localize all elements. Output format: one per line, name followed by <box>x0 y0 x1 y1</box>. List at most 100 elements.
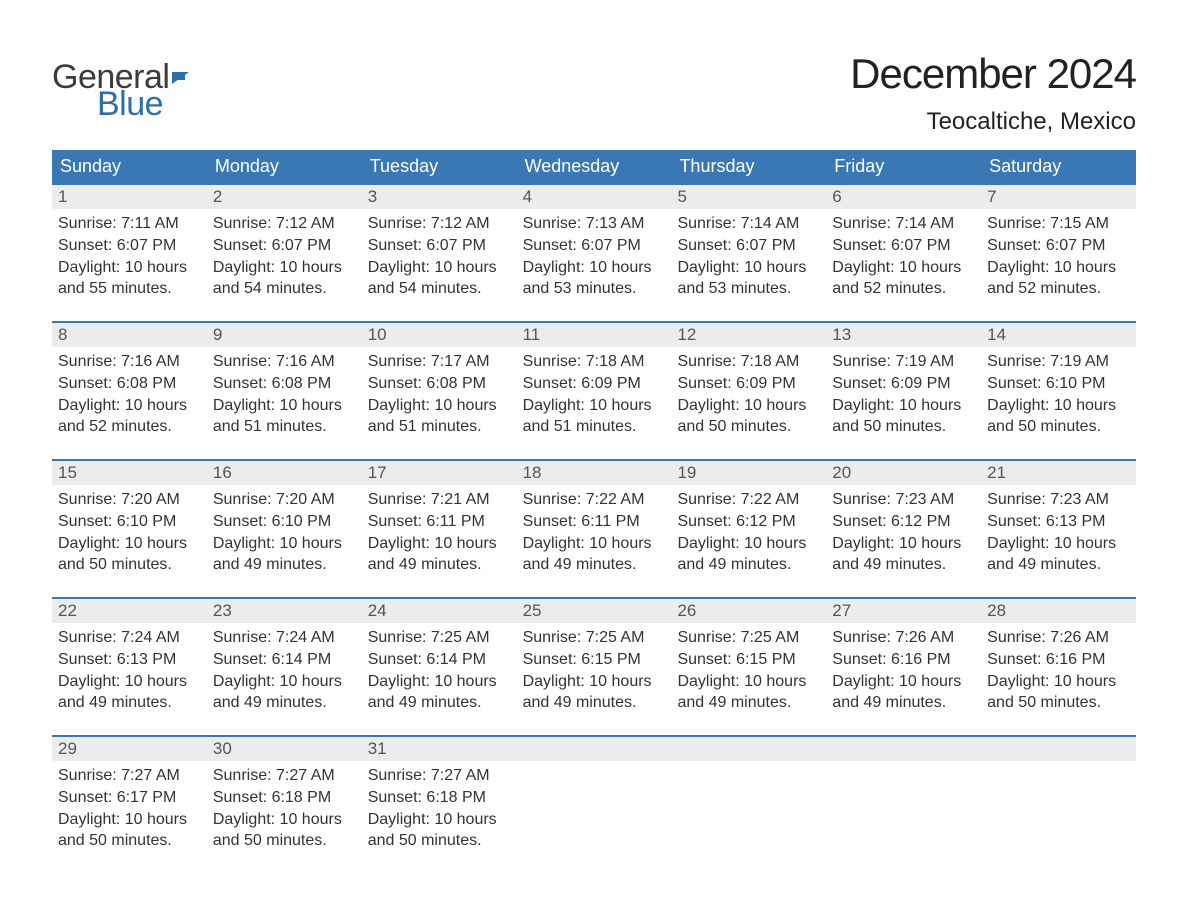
day-number: 21 <box>981 461 1136 485</box>
day-cell: 16Sunrise: 7:20 AMSunset: 6:10 PMDayligh… <box>207 461 362 583</box>
day-sunrise: Sunrise: 7:16 AM <box>58 351 201 373</box>
day-sunset: Sunset: 6:09 PM <box>523 373 666 395</box>
day-d2: and 49 minutes. <box>368 692 511 714</box>
day-d2: and 49 minutes. <box>58 692 201 714</box>
day-sunset: Sunset: 6:07 PM <box>677 235 820 257</box>
day-details: Sunrise: 7:24 AMSunset: 6:13 PMDaylight:… <box>52 623 207 713</box>
day-sunrise: Sunrise: 7:24 AM <box>213 627 356 649</box>
day-cell: 29Sunrise: 7:27 AMSunset: 6:17 PMDayligh… <box>52 737 207 859</box>
week-row: 15Sunrise: 7:20 AMSunset: 6:10 PMDayligh… <box>52 459 1136 583</box>
week-gap <box>52 583 1136 597</box>
day-sunset: Sunset: 6:13 PM <box>58 649 201 671</box>
day-sunrise: Sunrise: 7:11 AM <box>58 213 201 235</box>
day-d1: Daylight: 10 hours <box>368 257 511 279</box>
day-details: Sunrise: 7:23 AMSunset: 6:13 PMDaylight:… <box>981 485 1136 575</box>
day-sunset: Sunset: 6:08 PM <box>58 373 201 395</box>
day-number: 2 <box>207 185 362 209</box>
day-cell: 21Sunrise: 7:23 AMSunset: 6:13 PMDayligh… <box>981 461 1136 583</box>
day-d2: and 50 minutes. <box>832 416 975 438</box>
day-d1: Daylight: 10 hours <box>58 257 201 279</box>
day-d2: and 50 minutes. <box>213 830 356 852</box>
week-gap <box>52 721 1136 735</box>
day-d1: Daylight: 10 hours <box>368 671 511 693</box>
day-details: Sunrise: 7:19 AMSunset: 6:10 PMDaylight:… <box>981 347 1136 437</box>
day-number: . <box>981 737 1136 761</box>
day-d2: and 49 minutes. <box>368 554 511 576</box>
day-number: 8 <box>52 323 207 347</box>
day-cell: 3Sunrise: 7:12 AMSunset: 6:07 PMDaylight… <box>362 185 517 307</box>
day-sunrise: Sunrise: 7:12 AM <box>368 213 511 235</box>
calendar-page: General Blue December 2024 Teocaltiche, … <box>0 0 1188 899</box>
day-d1: Daylight: 10 hours <box>987 395 1130 417</box>
day-cell: 24Sunrise: 7:25 AMSunset: 6:14 PMDayligh… <box>362 599 517 721</box>
day-d1: Daylight: 10 hours <box>987 257 1130 279</box>
day-d2: and 49 minutes. <box>213 554 356 576</box>
day-cell: 9Sunrise: 7:16 AMSunset: 6:08 PMDaylight… <box>207 323 362 445</box>
day-details: Sunrise: 7:11 AMSunset: 6:07 PMDaylight:… <box>52 209 207 299</box>
day-d1: Daylight: 10 hours <box>987 671 1130 693</box>
day-details: Sunrise: 7:25 AMSunset: 6:15 PMDaylight:… <box>517 623 672 713</box>
day-number: 24 <box>362 599 517 623</box>
day-cell: 19Sunrise: 7:22 AMSunset: 6:12 PMDayligh… <box>671 461 826 583</box>
day-details: Sunrise: 7:22 AMSunset: 6:12 PMDaylight:… <box>671 485 826 575</box>
flag-icon <box>171 70 191 90</box>
day-cell: 27Sunrise: 7:26 AMSunset: 6:16 PMDayligh… <box>826 599 981 721</box>
day-sunrise: Sunrise: 7:23 AM <box>987 489 1130 511</box>
day-d1: Daylight: 10 hours <box>677 671 820 693</box>
day-number: 31 <box>362 737 517 761</box>
day-sunrise: Sunrise: 7:17 AM <box>368 351 511 373</box>
day-cell: 7Sunrise: 7:15 AMSunset: 6:07 PMDaylight… <box>981 185 1136 307</box>
day-d2: and 50 minutes. <box>368 830 511 852</box>
day-sunrise: Sunrise: 7:22 AM <box>523 489 666 511</box>
week-row: 1Sunrise: 7:11 AMSunset: 6:07 PMDaylight… <box>52 183 1136 307</box>
day-d1: Daylight: 10 hours <box>58 809 201 831</box>
day-d2: and 49 minutes. <box>832 554 975 576</box>
day-d2: and 49 minutes. <box>677 692 820 714</box>
day-cell: . <box>517 737 672 859</box>
week-row: 8Sunrise: 7:16 AMSunset: 6:08 PMDaylight… <box>52 321 1136 445</box>
day-d1: Daylight: 10 hours <box>677 533 820 555</box>
day-sunset: Sunset: 6:07 PM <box>832 235 975 257</box>
brand-word-2: Blue <box>97 85 163 124</box>
day-cell: 11Sunrise: 7:18 AMSunset: 6:09 PMDayligh… <box>517 323 672 445</box>
day-sunrise: Sunrise: 7:19 AM <box>987 351 1130 373</box>
day-number: 30 <box>207 737 362 761</box>
day-number: 11 <box>517 323 672 347</box>
day-number: 19 <box>671 461 826 485</box>
day-d2: and 51 minutes. <box>368 416 511 438</box>
day-sunrise: Sunrise: 7:23 AM <box>832 489 975 511</box>
day-d1: Daylight: 10 hours <box>213 257 356 279</box>
day-details: Sunrise: 7:26 AMSunset: 6:16 PMDaylight:… <box>981 623 1136 713</box>
day-sunset: Sunset: 6:16 PM <box>832 649 975 671</box>
day-sunset: Sunset: 6:17 PM <box>58 787 201 809</box>
day-sunset: Sunset: 6:18 PM <box>368 787 511 809</box>
day-d1: Daylight: 10 hours <box>523 671 666 693</box>
brand-logo: General Blue <box>52 50 191 124</box>
day-d2: and 53 minutes. <box>523 278 666 300</box>
day-d1: Daylight: 10 hours <box>58 533 201 555</box>
day-sunset: Sunset: 6:07 PM <box>368 235 511 257</box>
day-d1: Daylight: 10 hours <box>58 395 201 417</box>
day-sunset: Sunset: 6:18 PM <box>213 787 356 809</box>
day-d1: Daylight: 10 hours <box>987 533 1130 555</box>
day-number: 20 <box>826 461 981 485</box>
day-details: Sunrise: 7:22 AMSunset: 6:11 PMDaylight:… <box>517 485 672 575</box>
day-d1: Daylight: 10 hours <box>832 395 975 417</box>
day-sunset: Sunset: 6:12 PM <box>677 511 820 533</box>
day-sunset: Sunset: 6:15 PM <box>523 649 666 671</box>
day-sunset: Sunset: 6:07 PM <box>58 235 201 257</box>
day-sunrise: Sunrise: 7:26 AM <box>832 627 975 649</box>
day-cell: 4Sunrise: 7:13 AMSunset: 6:07 PMDaylight… <box>517 185 672 307</box>
day-cell: 28Sunrise: 7:26 AMSunset: 6:16 PMDayligh… <box>981 599 1136 721</box>
day-sunset: Sunset: 6:09 PM <box>677 373 820 395</box>
col-sunday: Sunday <box>52 150 207 183</box>
day-cell: . <box>671 737 826 859</box>
day-number: . <box>826 737 981 761</box>
day-details: Sunrise: 7:25 AMSunset: 6:15 PMDaylight:… <box>671 623 826 713</box>
day-d2: and 54 minutes. <box>213 278 356 300</box>
day-details: Sunrise: 7:12 AMSunset: 6:07 PMDaylight:… <box>207 209 362 299</box>
day-details: Sunrise: 7:19 AMSunset: 6:09 PMDaylight:… <box>826 347 981 437</box>
day-cell: 6Sunrise: 7:14 AMSunset: 6:07 PMDaylight… <box>826 185 981 307</box>
day-number: 1 <box>52 185 207 209</box>
week-gap <box>52 307 1136 321</box>
